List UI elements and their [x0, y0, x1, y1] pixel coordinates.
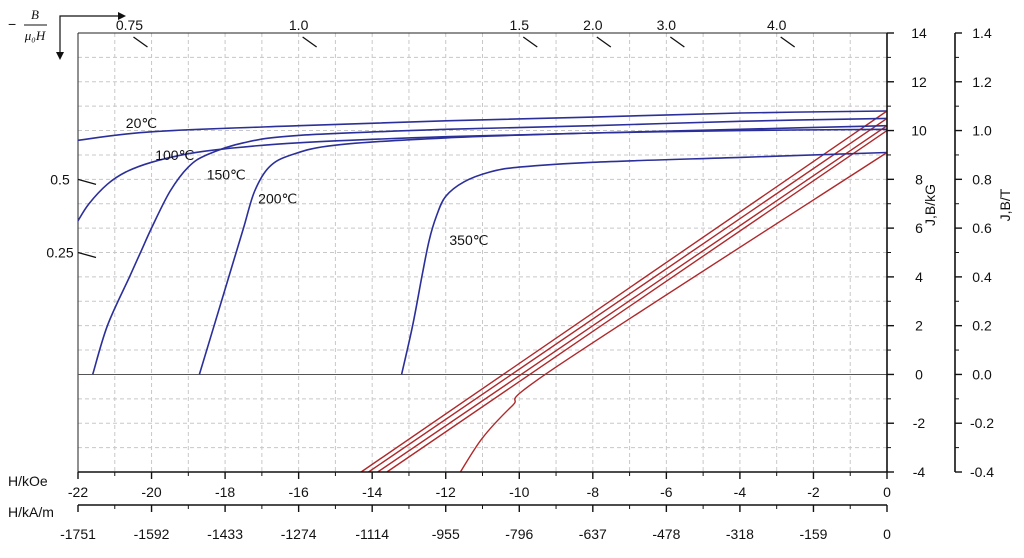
permeance-top-label: 3.0 — [657, 17, 677, 33]
arrow-right-icon — [118, 12, 126, 20]
permeance-top-label: 1.0 — [289, 17, 309, 33]
x-tick-label: -6 — [660, 484, 673, 500]
x-axis-title: H/kOe — [8, 473, 48, 489]
curve-label: 100℃ — [155, 147, 194, 163]
x2-tick-label: -637 — [579, 526, 607, 542]
x2-tick-label: -1751 — [60, 526, 96, 542]
curve-label: 150℃ — [207, 166, 246, 182]
b-curve-150℃ — [377, 125, 888, 473]
b-curve-350℃ — [459, 151, 888, 473]
x2-tick-label: -478 — [652, 526, 680, 542]
y-tick-label: 14 — [911, 25, 927, 41]
y2-tick-label: -0.2 — [970, 415, 994, 431]
x2-tick-label: -796 — [505, 526, 533, 542]
permeance-top-mark — [596, 36, 612, 48]
y-tick-label: 4 — [915, 269, 923, 285]
j-curve-200℃ — [77, 128, 888, 222]
axes-group: -22 -20 -18 -16 -14 -12 -10 -8 -6 -4 -2 0-1751 -1592… — [60, 25, 994, 542]
permeance-top-mark — [669, 36, 685, 48]
permeance-top-mark — [780, 36, 796, 48]
y-axis-title: J,B/kG — [922, 184, 938, 226]
permeance-arrow-icon — [59, 15, 124, 58]
j-curve-20℃ — [77, 110, 888, 142]
y-tick-label: 2 — [915, 318, 923, 334]
permeance-left-mark — [77, 251, 97, 259]
x2-tick-label: -1274 — [281, 526, 317, 542]
permeance-symbol-numerator: B — [31, 7, 39, 22]
y-tick-label: -2 — [913, 415, 926, 431]
x-tick-label: -10 — [509, 484, 529, 500]
x-tick-label: -16 — [289, 484, 309, 500]
y-tick-label: 10 — [911, 123, 927, 139]
permeance-scale: 0.75 1.0 1.5 2.0 3.0 4.0 0.5 0.25 — [46, 17, 796, 261]
permeance-top-mark — [302, 36, 318, 48]
y2-tick-label: 1.0 — [972, 123, 992, 139]
curve-label: 350℃ — [449, 232, 488, 248]
y2-tick-label: 0.6 — [972, 220, 992, 236]
y2-axis-title: J,B/T — [997, 188, 1013, 221]
b-curve-100℃ — [368, 117, 888, 473]
x2-tick-label: -955 — [432, 526, 460, 542]
y-tick-label: 12 — [911, 74, 927, 90]
permeance-top-label: 0.75 — [116, 17, 143, 33]
y-tick-label: 0 — [915, 366, 923, 382]
b-curve-200℃ — [386, 130, 888, 473]
x-tick-label: -4 — [734, 484, 747, 500]
permeance-left-label: 0.5 — [50, 171, 70, 187]
curve-label: 200℃ — [258, 191, 297, 207]
x-tick-label: -8 — [587, 484, 600, 500]
x-tick-label: -20 — [141, 484, 161, 500]
x-tick-label: -14 — [362, 484, 382, 500]
permeance-top-label: 2.0 — [583, 17, 603, 33]
y2-tick-label: 1.2 — [972, 74, 992, 90]
permeance-left-mark — [77, 178, 97, 185]
x-tick-label: -12 — [436, 484, 456, 500]
y2-tick-label: -0.4 — [970, 464, 994, 480]
x-tick-label: -18 — [215, 484, 235, 500]
arrow-down-icon — [56, 52, 64, 60]
y2-tick-label: 0.2 — [972, 318, 992, 334]
permeance-top-label: 4.0 — [767, 17, 787, 33]
permeance-left-label: 0.25 — [46, 245, 73, 261]
y-tick-label: 6 — [915, 220, 923, 236]
y2-tick-label: 1.4 — [972, 25, 992, 41]
y2-tick-label: 0.8 — [972, 171, 992, 187]
x2-axis-title: H/kA/m — [8, 504, 54, 520]
y2-tick-label: 0.4 — [972, 269, 992, 285]
permeance-top-mark — [522, 36, 538, 48]
x-tick-label: 0 — [883, 484, 891, 500]
b-curve-20℃ — [360, 110, 888, 473]
x-tick-label: -2 — [807, 484, 820, 500]
x2-tick-label: -1592 — [134, 526, 170, 542]
curve-label: 20℃ — [126, 115, 157, 131]
x2-tick-label: 0 — [883, 526, 891, 542]
x-tick-label: -22 — [68, 484, 88, 500]
x2-tick-label: -159 — [799, 526, 827, 542]
x2-tick-label: -1114 — [355, 526, 389, 542]
x2-tick-label: -1433 — [207, 526, 243, 542]
j-curve-150℃ — [198, 124, 888, 375]
x2-tick-label: -318 — [726, 526, 754, 542]
permeance-top-label: 1.5 — [510, 17, 530, 33]
permeance-top-mark — [133, 36, 148, 48]
y-tick-label: 8 — [915, 171, 923, 187]
y-tick-label: -4 — [913, 464, 926, 480]
permeance-minus-sign: − — [8, 16, 16, 32]
j-curve-350℃ — [400, 151, 888, 375]
permeance-symbol-denominator: μ₀H — [24, 28, 46, 43]
y2-tick-label: 0.0 — [972, 366, 992, 382]
series-group: 20℃ 100℃ 150℃ 200℃ 350℃ — [77, 110, 888, 473]
